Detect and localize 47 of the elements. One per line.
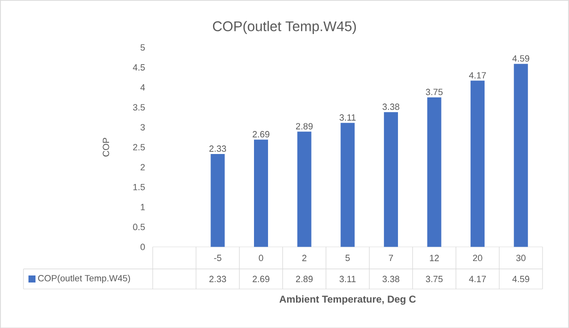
text: 4.17: [469, 276, 486, 282]
y-tick-label: 1: [140, 204, 145, 210]
x-tick-label: 2: [302, 254, 306, 261]
data-label: 2.89: [296, 122, 313, 130]
y-tick-label: 2: [140, 164, 145, 170]
y-tick-label: 4: [140, 84, 145, 90]
data-label: 4.17: [469, 72, 486, 78]
x-tick-label: 5: [346, 254, 350, 261]
chart-title: COP(outlet Temp.W45): [212, 20, 356, 34]
y-tick-label: 0.5: [133, 224, 145, 230]
y-tick-label: 2.5: [133, 144, 145, 150]
bar: [514, 64, 528, 247]
y-tick-label: 3: [140, 124, 145, 130]
y-tick-label: 1.5: [133, 184, 145, 190]
y-tick-label: 5: [140, 44, 145, 50]
text: 3.38: [382, 276, 400, 282]
y-tick-label: 4.5: [132, 64, 145, 70]
data-label: 3.75: [426, 88, 443, 95]
data-label: 4.59: [512, 55, 530, 62]
data-label: 2.69: [252, 130, 270, 138]
legend-label: COP(outlet Temp.W45): [38, 274, 130, 283]
x-tick-label: 7: [388, 254, 393, 261]
bar: [210, 154, 225, 247]
y-tick-label: 3.5: [133, 104, 145, 110]
x-tick-label: 20: [473, 254, 482, 261]
data-label: 3.38: [382, 103, 400, 110]
text: 2.89: [296, 276, 313, 282]
bar: [297, 131, 312, 247]
x-tick-label: 0: [258, 254, 264, 261]
text: 3.75: [426, 276, 443, 282]
bar: [340, 122, 355, 247]
y-axis-title: COP: [102, 138, 110, 156]
bar: [470, 80, 485, 247]
text: 3.11: [340, 276, 356, 282]
text: 2.33: [209, 276, 226, 282]
bar: [384, 112, 398, 247]
data-label: 3.11: [340, 114, 356, 120]
x-tick-label: 30: [516, 254, 526, 261]
data-label: 2.33: [209, 145, 226, 152]
bar: [427, 97, 442, 247]
y-tick-label: 0: [140, 243, 145, 250]
x-tick-label: -5: [214, 254, 222, 261]
x-axis-title: Ambient Temperature, Deg C: [279, 295, 416, 304]
text: 2.69: [252, 276, 270, 282]
text: 4.59: [512, 276, 530, 282]
bar: [254, 139, 268, 247]
x-tick-label: 12: [430, 254, 439, 261]
